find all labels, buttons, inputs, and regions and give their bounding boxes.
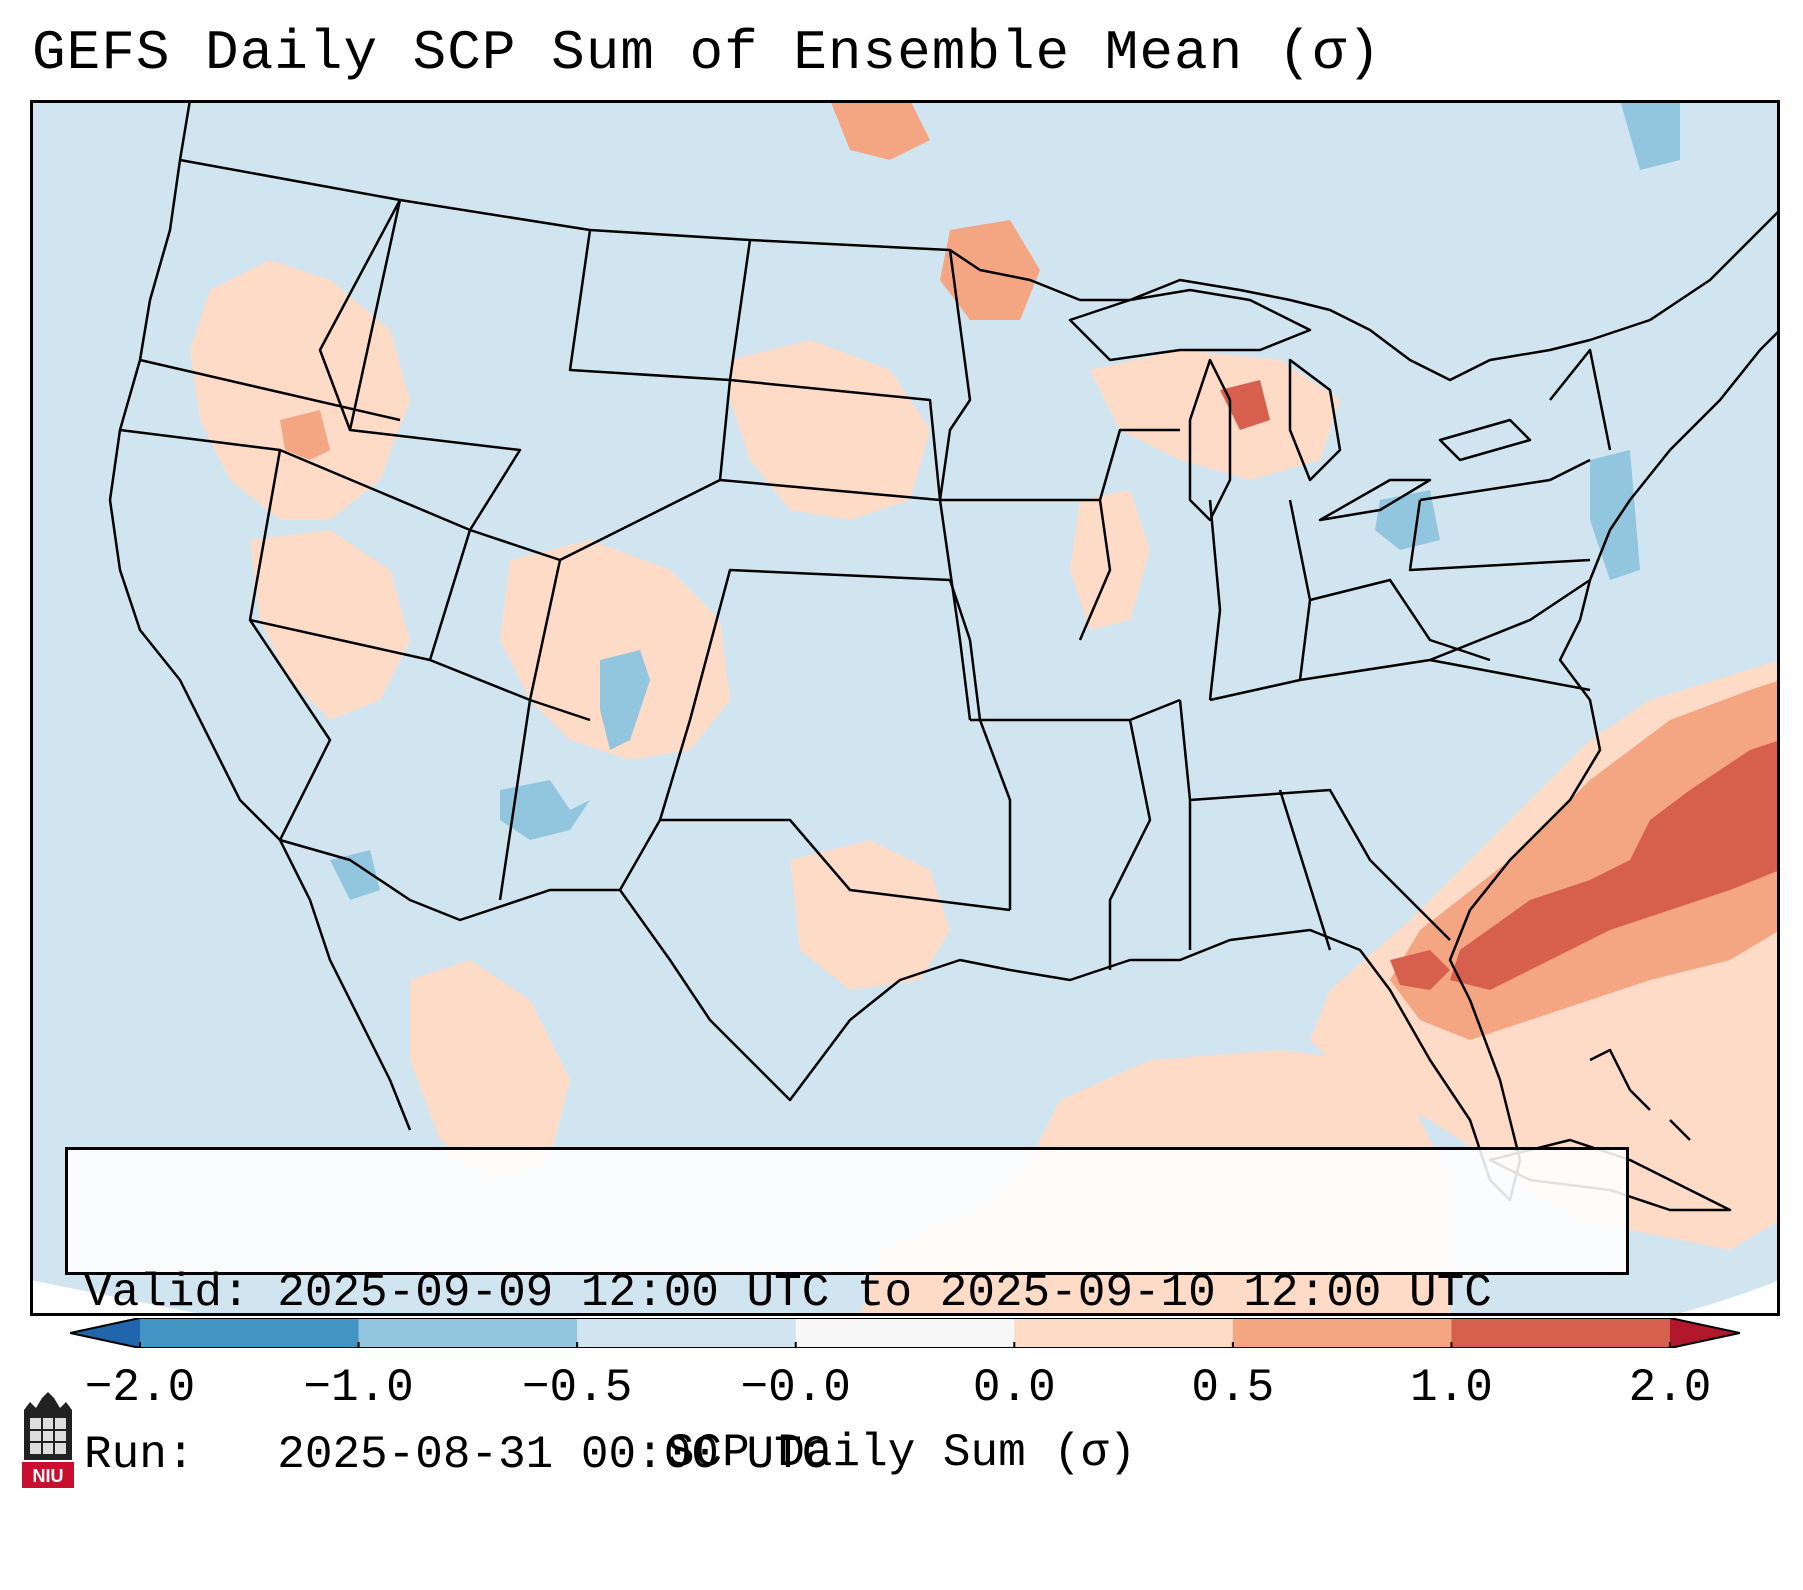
colorbar-tick-label: −0.0 — [740, 1362, 851, 1414]
colorado-positive-patch — [500, 540, 730, 760]
canada-border — [179, 158, 1780, 382]
lake-ontario — [1438, 418, 1532, 462]
northwest-positive-patch — [190, 260, 410, 520]
colorbar-label: SCP Daily Sum (σ) — [666, 1427, 1137, 1479]
boundaries-layer — [108, 100, 1780, 1212]
colorbar — [70, 1318, 1740, 1348]
idaho-medium-patch — [280, 410, 330, 460]
svg-text:NIU: NIU — [33, 1466, 64, 1486]
colorbar-bin — [358, 1318, 578, 1348]
colorbar-tick-label: 2.0 — [1628, 1362, 1712, 1414]
georgia-dark-positive — [1390, 950, 1450, 990]
colorado-negative-patch — [600, 650, 650, 750]
map-canvas — [30, 100, 1780, 1316]
mexico-positive-patch — [410, 960, 570, 1180]
atlantic-dark-positive — [1450, 740, 1780, 990]
dakota-north-patch — [830, 100, 930, 160]
great-basin-positive-patch — [250, 530, 410, 720]
colorbar-ticks: −2.0 −1.0 −0.5 −0.0 0.0 0.5 1.0 2.0 — [0, 1360, 1803, 1420]
michigan-dark-patch — [1220, 380, 1270, 430]
projection-edge-left — [30, 1280, 210, 1316]
colorbar-tick-label: 1.0 — [1410, 1362, 1493, 1414]
lake-erie — [1318, 478, 1432, 522]
map-border — [30, 100, 1780, 1316]
lake-superior — [1068, 288, 1312, 362]
bahamas — [1589, 1048, 1691, 1141]
colorbar-bin — [1014, 1318, 1234, 1348]
state-lines — [119, 199, 1612, 970]
colorbar-tick-label: −1.0 — [303, 1362, 414, 1414]
colorbar-bin — [795, 1318, 1015, 1348]
lake-michigan — [1188, 358, 1232, 522]
lake-huron — [1288, 358, 1342, 482]
colorbar-tick-label: −2.0 — [84, 1362, 196, 1414]
illinois-positive-patch — [1070, 490, 1150, 630]
run-time-text: Run: 2025-08-31 00:00 UTC — [84, 1429, 830, 1481]
chart-title: GEFS Daily SCP Sum of Ensemble Mean (σ) — [32, 21, 1382, 85]
colorbar-tick-label: 0.0 — [972, 1362, 1056, 1414]
colorbar-bin — [1451, 1318, 1671, 1348]
quebec-negative-patch — [1620, 100, 1680, 170]
colorbar-extend-low — [70, 1318, 140, 1348]
yucatan-light-positive — [1650, 1100, 1780, 1220]
colorbar-bin — [1232, 1318, 1452, 1348]
pennsylvania-negative-patch — [1375, 490, 1440, 550]
colorbar-extend-high — [1670, 1318, 1740, 1348]
niu-logo-icon: NIU — [22, 1392, 74, 1488]
baja-california — [278, 839, 412, 1131]
colorbar-bin — [140, 1318, 360, 1348]
map-panel: Valid: 2025-09-09 12:00 UTC to 2025-09-1… — [30, 100, 1780, 1481]
baja-negative-patch — [330, 850, 380, 900]
minnesota-medium-patch — [940, 220, 1040, 320]
colorbar-tick-label: −0.5 — [521, 1362, 633, 1414]
new-mexico-negative-patch — [500, 780, 590, 840]
info-box: Valid: 2025-09-09 12:00 UTC to 2025-09-1… — [65, 1147, 1629, 1481]
projection-edge-right — [1670, 1280, 1780, 1316]
texas-positive-patch — [790, 840, 950, 990]
colorbar-tick-label: 0.5 — [1191, 1362, 1275, 1414]
us-coastline — [108, 100, 1780, 1202]
valid-time-text: Valid: 2025-09-09 12:00 UTC to 2025-09-1… — [84, 1267, 1492, 1319]
michigan-positive-patch — [1090, 350, 1340, 480]
colorbar-bin — [577, 1318, 797, 1348]
